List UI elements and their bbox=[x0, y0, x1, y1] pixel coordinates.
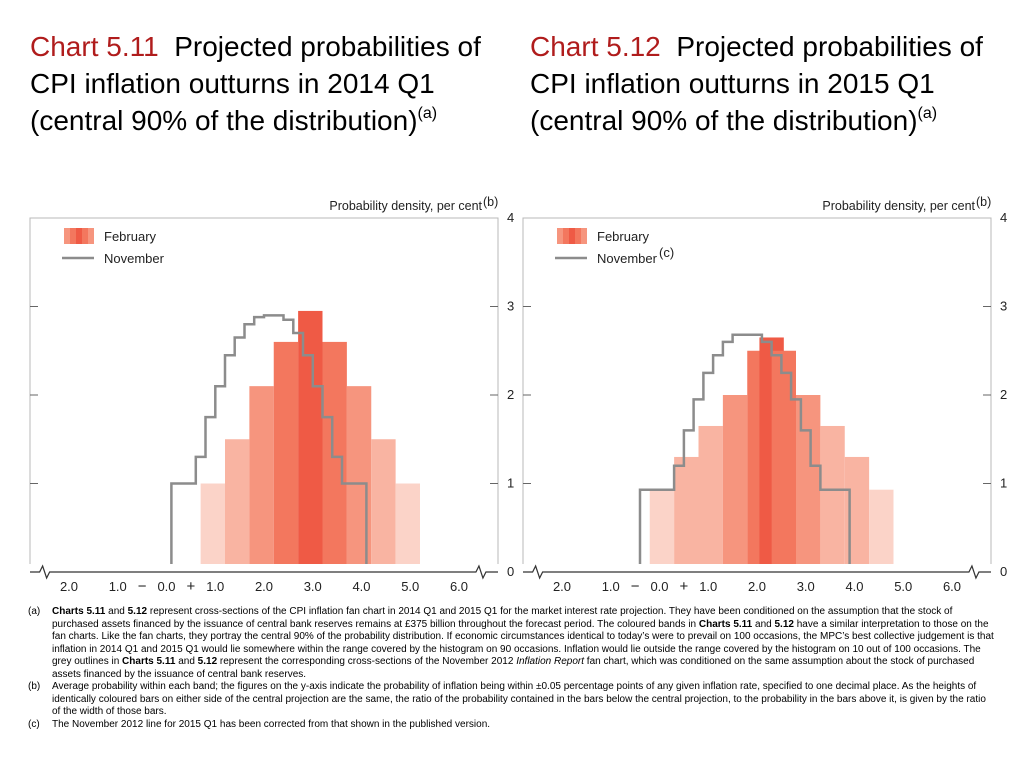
footnote-text: Average probability within each band; th… bbox=[52, 681, 986, 717]
chart-2014-q1: 0 1 2 3 4 Probability density, per cent (b) 2.0… bbox=[28, 195, 514, 595]
x-tick-label: 1.0 bbox=[206, 579, 224, 594]
footnote-label: (c) bbox=[28, 718, 40, 730]
x-tick-label: 6.0 bbox=[450, 579, 468, 594]
y-axis-title-note: (b) bbox=[976, 195, 991, 209]
footnote-label: (b) bbox=[28, 681, 41, 692]
y-tick-label: 0 bbox=[507, 564, 514, 579]
footnote: (a) Charts 5.11 and 5.12 represent cross-… bbox=[28, 606, 996, 681]
x-tick-label: 2.0 bbox=[255, 579, 273, 594]
february-bar bbox=[674, 456, 699, 572]
y-tick-label: 1 bbox=[507, 476, 514, 491]
february-bar bbox=[273, 341, 299, 572]
legend-swatch-bands bbox=[88, 228, 94, 244]
x-tick-label: 0.0 bbox=[157, 579, 175, 594]
chart-title-text: Projected probabilities of CPI inflation… bbox=[530, 31, 983, 136]
x-tick-label: 1.0 bbox=[699, 579, 717, 594]
february-bar bbox=[722, 395, 748, 572]
footnote-label: (a) bbox=[28, 606, 41, 617]
x-tick-label: 3.0 bbox=[797, 579, 815, 594]
x-tick-label: 6.0 bbox=[943, 579, 961, 594]
chart-title-text: Projected probabilities of CPI inflation… bbox=[30, 31, 481, 136]
x-axis-line bbox=[523, 564, 991, 580]
footnote-text: Charts 5.11 and 5.12 represent cross-sec… bbox=[52, 606, 994, 680]
legend-label: February bbox=[104, 229, 157, 244]
plus-sign: + bbox=[679, 578, 688, 595]
x-tick-label: 5.0 bbox=[401, 579, 419, 594]
chart-number: Chart 5.11 bbox=[30, 31, 159, 62]
november-line bbox=[170, 314, 368, 572]
minus-sign: − bbox=[138, 578, 147, 595]
chart-title-1: Chart 5.11 Projected probabilities of CP… bbox=[30, 28, 520, 139]
legend-swatch-bands bbox=[70, 228, 76, 244]
legend-swatch-bands bbox=[82, 228, 88, 244]
x-tick-label: 1.0 bbox=[602, 579, 620, 594]
y-tick-label: 1 bbox=[1000, 476, 1007, 491]
chart-number: Chart 5.12 bbox=[530, 31, 661, 62]
y-tick-label: 0 bbox=[1000, 564, 1007, 579]
y-axis-title: Probability density, per cent bbox=[329, 199, 482, 213]
y-axis-title-note: (b) bbox=[483, 195, 498, 209]
legend-label: November bbox=[597, 251, 658, 266]
title-footnote-marker: (a) bbox=[417, 105, 438, 122]
february-bar bbox=[225, 439, 250, 572]
footnote-text: The November 2012 line for 2015 Q1 has b… bbox=[52, 718, 491, 730]
title-footnote-marker: (a) bbox=[917, 105, 938, 122]
y-tick-label: 2 bbox=[507, 387, 514, 402]
x-tick-label: 4.0 bbox=[352, 579, 370, 594]
x-tick-label: 2.0 bbox=[553, 579, 571, 594]
chart-2015-q1: 0 1 2 3 4 Probability density, per cent (b) 2.0… bbox=[521, 195, 1007, 595]
x-tick-label: 0.0 bbox=[650, 579, 668, 594]
november-line bbox=[638, 333, 851, 572]
february-bar bbox=[200, 483, 225, 572]
x-tick-label: 5.0 bbox=[894, 579, 912, 594]
y-tick-label: 2 bbox=[1000, 387, 1007, 402]
chart-title-2: Chart 5.12 Projected probabilities of CP… bbox=[530, 28, 1020, 139]
legend-swatch-bands bbox=[581, 228, 587, 244]
x-tick-label: 3.0 bbox=[304, 579, 322, 594]
x-tick-label: 1.0 bbox=[109, 579, 127, 594]
footnote: (b) Average probability within each band;… bbox=[28, 681, 996, 719]
y-axis-title: Probability density, per cent bbox=[822, 199, 975, 213]
february-bar bbox=[820, 425, 845, 572]
february-bar bbox=[869, 489, 894, 572]
footnotes: (a) Charts 5.11 and 5.12 represent cross-… bbox=[28, 606, 996, 731]
legend-swatch-bands bbox=[563, 228, 569, 244]
legend-label: February bbox=[597, 229, 650, 244]
legend-swatch-bands bbox=[569, 228, 575, 244]
february-bar bbox=[249, 386, 274, 572]
x-tick-label: 2.0 bbox=[60, 579, 78, 594]
y-tick-label: 3 bbox=[1000, 299, 1007, 314]
y-tick-label: 3 bbox=[507, 299, 514, 314]
minus-sign: − bbox=[631, 578, 640, 595]
legend-swatch-bands bbox=[557, 228, 563, 244]
february-bar bbox=[649, 489, 675, 572]
x-axis-line bbox=[30, 564, 498, 580]
february-bar bbox=[698, 425, 723, 572]
february-bar bbox=[395, 483, 420, 572]
x-tick-label: 2.0 bbox=[748, 579, 766, 594]
legend-swatch-bands bbox=[64, 228, 70, 244]
y-tick-label: 4 bbox=[507, 210, 514, 225]
plus-sign: + bbox=[186, 578, 195, 595]
legend-label: November bbox=[104, 251, 165, 266]
legend-swatch-bands bbox=[575, 228, 581, 244]
february-bar bbox=[371, 439, 396, 572]
legend-note: (c) bbox=[659, 245, 674, 260]
legend-swatch-bands bbox=[76, 228, 82, 244]
footnote: (c) The November 2012 line for 2015 Q1 ha… bbox=[28, 719, 996, 732]
y-tick-label: 4 bbox=[1000, 210, 1007, 225]
x-tick-label: 4.0 bbox=[845, 579, 863, 594]
